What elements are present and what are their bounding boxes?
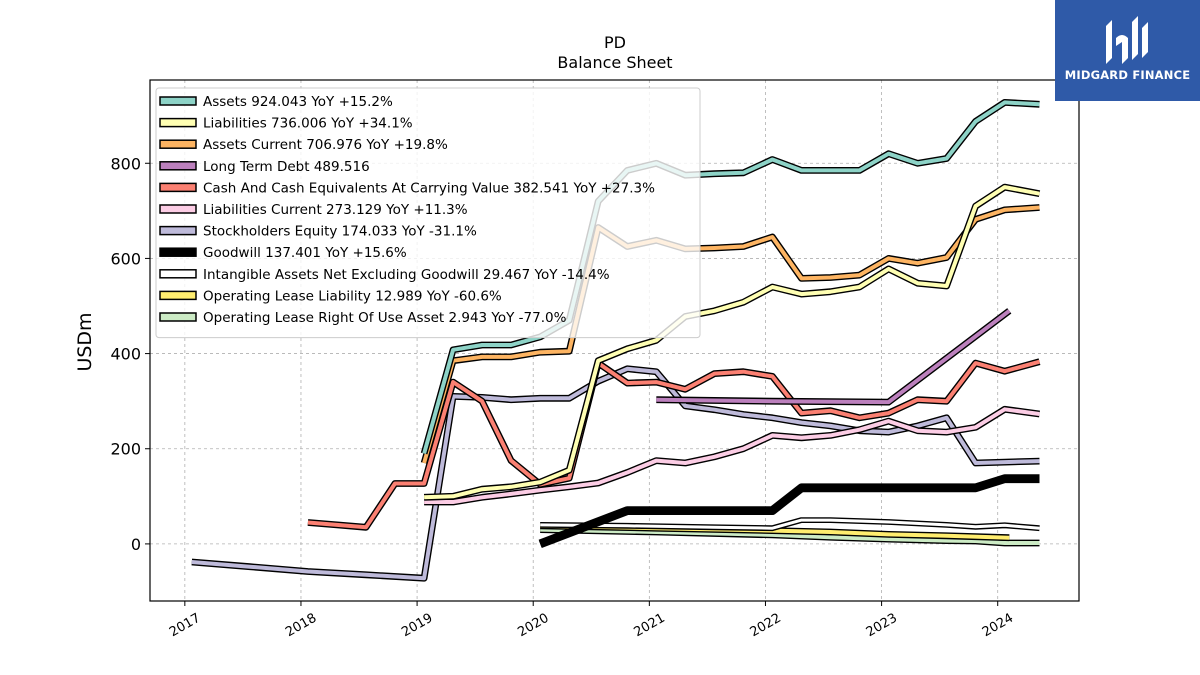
series-line	[424, 407, 1040, 504]
legend-swatch	[159, 290, 197, 301]
legend-swatch	[159, 161, 197, 171]
legend-entry: Liabilities Current 273.129 YoY +11.3%	[203, 202, 468, 218]
y-tick-label: 0	[131, 535, 141, 554]
series-operating-lease-right-of-use-asset	[540, 526, 1040, 547]
legend-entry: Goodwill 137.401 YoY +15.6%	[203, 245, 407, 261]
legend-entry: Stockholders Equity 174.033 YoY -31.1%	[203, 224, 477, 240]
series-assets-current	[420, 204, 1040, 464]
legend-entry: Intangible Assets Net Excluding Goodwill…	[203, 267, 610, 283]
y-axis-label: USDm	[74, 312, 96, 371]
x-tick-label: 2022	[748, 611, 784, 641]
legend-box	[155, 87, 701, 339]
legend-swatch	[159, 182, 197, 193]
y-tick-label: 800	[110, 154, 141, 173]
legend-swatch	[159, 139, 197, 149]
legend-swatch	[159, 117, 197, 128]
series-intangible-assets-net-excluding-goodwill	[540, 517, 1040, 532]
legend-entry: Operating Lease Liability 12.989 YoY -60…	[203, 288, 502, 304]
legend-swatch	[159, 204, 197, 214]
chart-title: PD	[604, 33, 626, 52]
series-goodwill	[538, 474, 1040, 549]
series-liabilities	[423, 183, 1041, 501]
x-tick-label: 2017	[167, 611, 203, 641]
series-line	[656, 309, 1011, 405]
x-tick-label: 2020	[515, 611, 551, 641]
logo-text: MIDGARD FINANCE	[1064, 68, 1191, 82]
legend: Assets 924.043 YoY +15.2% Liabilities 736…	[155, 87, 701, 339]
series-assets	[420, 99, 1040, 455]
x-tick-label: 2019	[399, 611, 435, 641]
series-long-term-debt	[656, 308, 1012, 406]
series-line	[540, 518, 1040, 530]
legend-entry: Assets Current 706.976 YoY +19.8%	[203, 137, 448, 153]
plot-frame	[149, 79, 1080, 602]
x-tick-label: 2018	[283, 611, 319, 641]
series-liabilities-current	[424, 405, 1040, 506]
legend-entry: Operating Lease Right Of Use Asset 2.943…	[203, 310, 567, 326]
series-line	[424, 185, 1040, 500]
series-line	[540, 527, 1040, 545]
legend-entry: Long Term Debt 489.516	[203, 159, 370, 175]
chart-subtitle: Balance Sheet	[557, 53, 672, 72]
logo-mark-icon	[1106, 16, 1148, 64]
legend-swatch	[159, 96, 197, 106]
y-tick-label: 400	[110, 345, 141, 364]
legend-swatch	[159, 312, 197, 322]
series-lines	[191, 99, 1041, 582]
y-tick-label: 200	[110, 440, 141, 459]
legend-entry: Cash And Cash Equivalents At Carrying Va…	[203, 180, 655, 196]
series-line	[307, 359, 1041, 530]
series-line	[422, 100, 1040, 455]
x-tick-label: 2024	[980, 611, 1016, 641]
legend-swatch	[159, 269, 197, 279]
legend-swatch	[159, 225, 197, 236]
series-cash-and-cash-equivalents-at-carrying-value	[307, 358, 1041, 531]
x-tick-label: 2021	[632, 611, 668, 641]
legend-entry: Liabilities 736.006 YoY +34.1%	[203, 116, 413, 132]
y-tick-label: 600	[110, 249, 141, 268]
series-line	[422, 205, 1040, 464]
x-tick-label: 2023	[864, 611, 900, 641]
midgard-finance-logo: MIDGARD FINANCE	[1055, 0, 1200, 101]
series-line	[539, 475, 1040, 547]
legend-swatch	[159, 247, 197, 257]
legend-entry: Assets 924.043 YoY +15.2%	[203, 94, 393, 110]
